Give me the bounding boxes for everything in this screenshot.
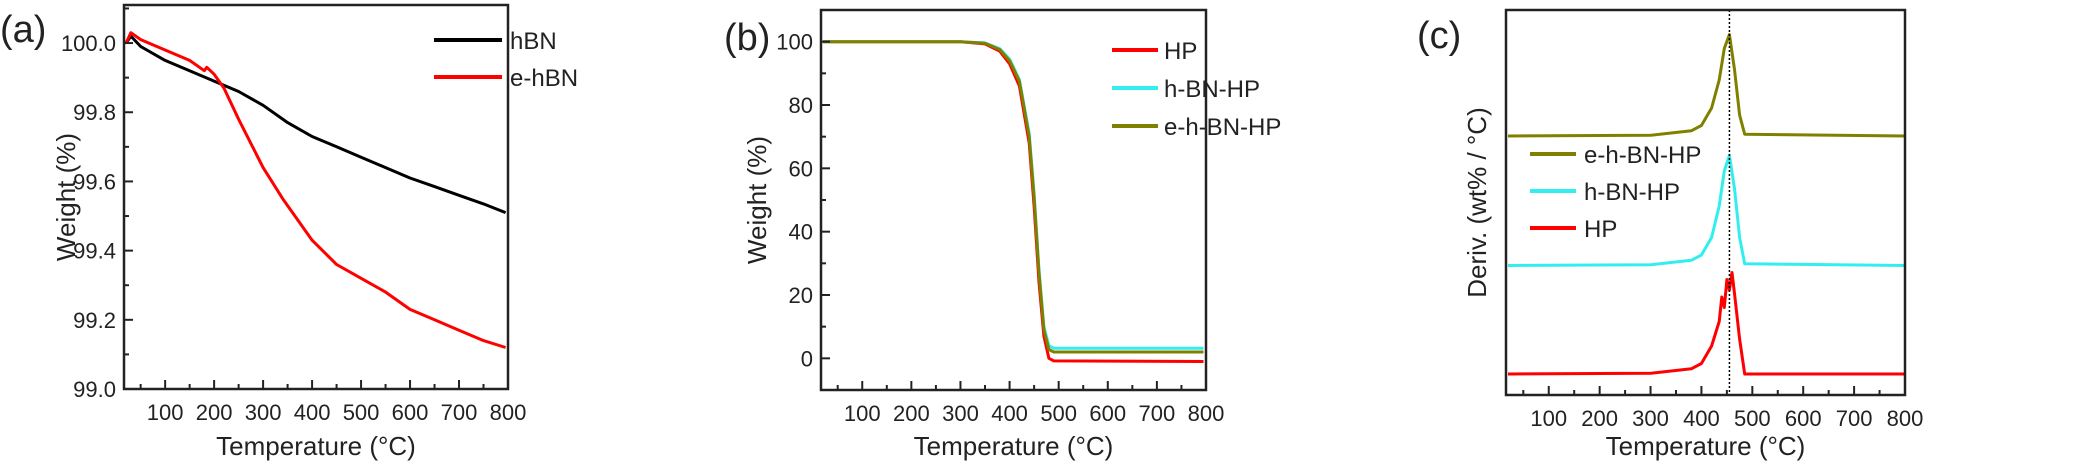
x-axis-label: Temperature (°C) (1606, 431, 1806, 461)
y-tick-label: 99.2 (73, 308, 116, 333)
x-tick-label: 400 (991, 401, 1028, 426)
y-tick-label: 100.0 (61, 31, 116, 56)
x-tick-label: 200 (196, 400, 233, 425)
x-tick-label: 500 (1734, 406, 1771, 431)
series-line-h-BN-HP (1507, 153, 1906, 267)
x-tick-label: 400 (1683, 406, 1720, 431)
legend-label: HP (1164, 38, 1197, 65)
x-tick-label: 700 (1836, 406, 1873, 431)
x-tick-label: 100 (147, 400, 184, 425)
x-axis-label: Temperature (°C) (914, 431, 1114, 461)
panel-c: (c) 100 200 300 400 500 600 700 800 Temperature (… (1417, 8, 1924, 461)
y-tick-label: 0 (801, 346, 813, 371)
x-tick-label: 100 (844, 401, 881, 426)
x-tick-label: 200 (893, 401, 930, 426)
y-tick-label: 20 (789, 283, 813, 308)
series-line-HP (1507, 271, 1905, 376)
legend-label: e-hBN (510, 65, 578, 92)
y-tick-label: 99.4 (73, 239, 116, 264)
y-tick-label: 60 (789, 156, 813, 181)
y-tick-label: 100 (776, 30, 813, 55)
x-tick-label: 100 (1530, 406, 1567, 431)
legend: hBN e-hBN (434, 28, 578, 92)
x-tick-label: 400 (294, 400, 331, 425)
legend: e-h-BN-HP h-BN-HP HP (1530, 142, 1701, 243)
panel-a: (a) 100 200 300 400 500 600 700 800 99.0 99.2 99.4 9… (0, 3, 578, 461)
legend: HP h-BN-HP e-h-BN-HP (1112, 38, 1281, 141)
series-line-e-hBN (124, 31, 507, 349)
x-tick-label: 500 (1040, 401, 1077, 426)
x-tick-label: 800 (1188, 401, 1225, 426)
legend-label: e-h-BN-HP (1164, 114, 1281, 141)
y-tick-label: 99.8 (73, 100, 116, 125)
panel-b: (b)100 200 300 400 500 600 700 800020406080100T… (724, 8, 1281, 461)
legend-label: h-BN-HP (1584, 179, 1680, 206)
x-tick-label: 600 (1785, 406, 1822, 431)
y-axis-label: Weight (%) (51, 133, 81, 261)
plot-frame (122, 3, 510, 391)
x-tick-label: 500 (343, 400, 380, 425)
x-tick-label: 600 (1089, 401, 1126, 426)
x-axis-label: Temperature (°C) (216, 431, 416, 461)
panel-label: (b) (724, 17, 770, 59)
x-tick-label: 800 (490, 400, 527, 425)
legend-label: e-h-BN-HP (1584, 142, 1701, 169)
x-tick-label: 700 (441, 400, 478, 425)
legend-label: HP (1584, 216, 1617, 243)
y-tick-label: 80 (789, 93, 813, 118)
panel-label: (a) (0, 9, 46, 51)
series-line-e-h-BN-HP (1507, 33, 1906, 138)
x-tick-label: 800 (1887, 406, 1924, 431)
series-line-hBN (124, 34, 507, 214)
x-tick-label: 300 (1632, 406, 1669, 431)
plot-frame (1504, 8, 1907, 397)
legend-label: h-BN-HP (1164, 76, 1260, 103)
y-tick-label: 99.0 (73, 377, 116, 402)
x-tick-label: 300 (245, 400, 282, 425)
series-line-e-h-BN-HP (823, 40, 1204, 354)
panel-label: (c) (1417, 15, 1461, 57)
y-tick-label: 40 (789, 220, 813, 245)
x-tick-label: 300 (942, 401, 979, 426)
x-tick-label: 700 (1139, 401, 1176, 426)
y-tick-label: 99.6 (73, 169, 116, 194)
y-axis-label: Deriv. (wt% / °C) (1462, 107, 1492, 297)
legend-label: hBN (510, 28, 557, 55)
x-tick-label: 600 (392, 400, 429, 425)
x-tick-label: 200 (1581, 406, 1618, 431)
y-axis-label: Weight (%) (742, 136, 772, 264)
